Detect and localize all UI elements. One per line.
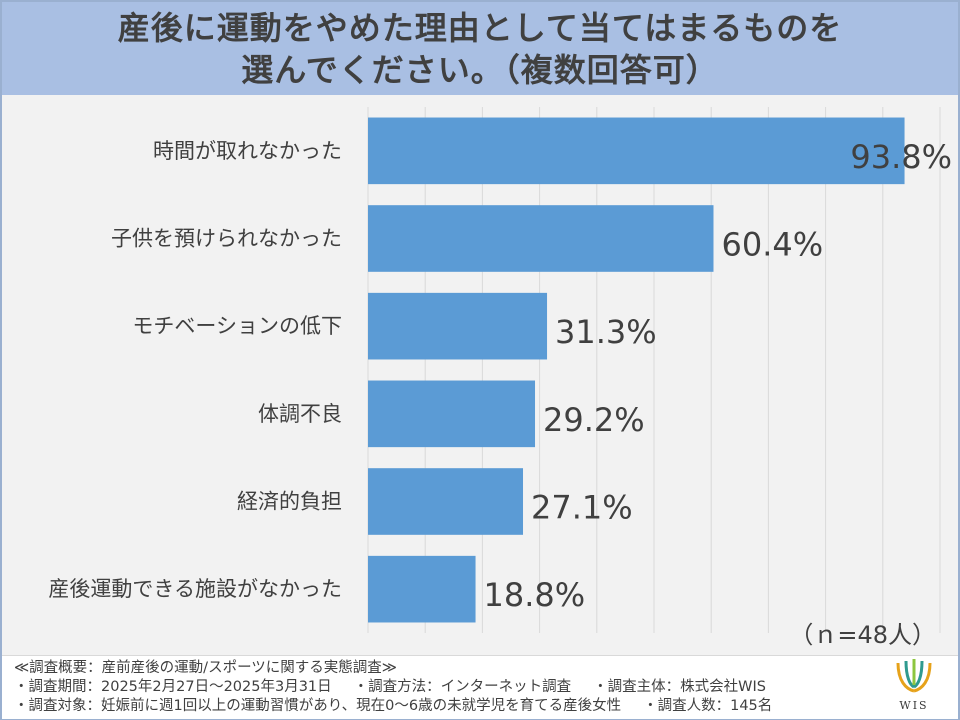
value-label: 93.8% (850, 138, 952, 176)
survey-period: ・調査期間：2025年2月27日～2025年3月31日 (14, 679, 332, 695)
category-label: 経済的負担 (237, 490, 342, 514)
wis-logo: WIS (892, 659, 936, 715)
category-label: 子供を預けられなかった (111, 227, 342, 251)
category-label: 時間が取れなかった (153, 139, 342, 163)
survey-details-line: ・調査期間：2025年2月27日～2025年3月31日 ・調査方法：インターネット… (14, 678, 788, 696)
category-label: 体調不良 (258, 402, 342, 426)
chart-title-line-1: 産後に運動をやめた理由として当てはまるものを (117, 8, 843, 47)
value-label: 27.1% (531, 489, 633, 527)
value-label: 31.3% (555, 313, 657, 351)
chart-header: 産後に運動をやめた理由として当てはまるものを 選んでください。（複数回答可） (2, 2, 958, 95)
survey-footer: ≪調査概要：産前産後の運動/スポーツに関する実態調査≫ ・調査期間：2025年2… (2, 655, 958, 719)
category-label: モチベーションの低下 (132, 314, 342, 338)
chart-title-line-2: 選んでください。（複数回答可） (241, 50, 719, 89)
bar (368, 117, 905, 185)
value-label: 60.4% (721, 226, 823, 264)
bar (368, 468, 524, 535)
survey-organizer: ・調査主体：株式会社WIS (593, 679, 766, 695)
survey-target-line: ・調査対象：妊娠前に週1回以上の運動習慣があり、現在0～6歳の未就学児を育てる産… (14, 697, 794, 715)
category-label: 産後運動できる施設がなかった (48, 577, 342, 601)
bar (368, 555, 476, 623)
survey-count: ・調査人数：145名 (643, 698, 773, 714)
value-label: 18.8% (484, 576, 586, 614)
plot-area: 時間が取れなかった 93.8% 子供を預けられなかった 60.4% モチベーションの低下… (2, 95, 958, 655)
wis-logo-icon (896, 659, 932, 693)
bar (368, 205, 714, 272)
bar (368, 380, 536, 448)
wis-logo-text: WIS (899, 699, 929, 712)
bar (368, 292, 548, 360)
sample-size-annotation: （ｎ=48人） (789, 621, 936, 649)
survey-target: ・調査対象：妊娠前に週1回以上の運動習慣があり、現在0～6歳の未就学児を育てる産… (14, 698, 622, 714)
survey-overview-line: ≪調査概要：産前産後の運動/スポーツに関する実態調査≫ (14, 660, 397, 676)
survey-method: ・調査方法：インターネット調査 (353, 679, 572, 695)
value-label: 29.2% (543, 401, 645, 439)
bar-chart: 時間が取れなかった 93.8% 子供を預けられなかった 60.4% モチベーションの低下… (48, 107, 952, 633)
